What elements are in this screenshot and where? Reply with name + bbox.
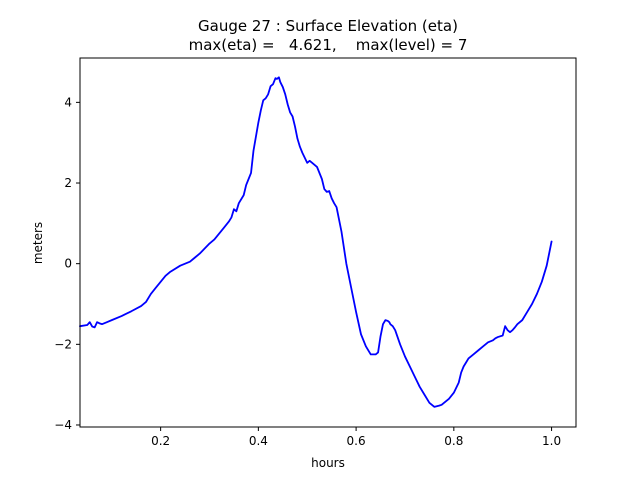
y-axis: −4 −2 0 2 4 — [54, 95, 80, 432]
y-tick-label: 2 — [64, 176, 72, 190]
x-tick-label: 0.8 — [444, 434, 463, 448]
y-tick-label: −2 — [54, 337, 72, 351]
y-tick-label: 0 — [64, 257, 72, 271]
surface-elevation-series-line — [79, 76, 553, 408]
plot-area — [79, 76, 553, 408]
x-tick-label: 0.6 — [347, 434, 366, 448]
plot-frame — [79, 57, 577, 428]
chart-subtitle: max(eta) = 4.621, max(level) = 7 — [189, 36, 468, 54]
y-tick-label: 4 — [64, 95, 72, 109]
x-axis: 0.2 0.4 0.6 0.8 1.0 — [151, 427, 561, 448]
y-tick-label: −4 — [54, 418, 72, 432]
x-tick-label: 1.0 — [542, 434, 561, 448]
x-tick-label: 0.2 — [151, 434, 170, 448]
chart-title: Gauge 27 : Surface Elevation (eta) — [198, 17, 458, 35]
y-axis-label: meters — [31, 222, 45, 264]
x-axis-label: hours — [311, 456, 345, 470]
x-tick-label: 0.4 — [249, 434, 268, 448]
